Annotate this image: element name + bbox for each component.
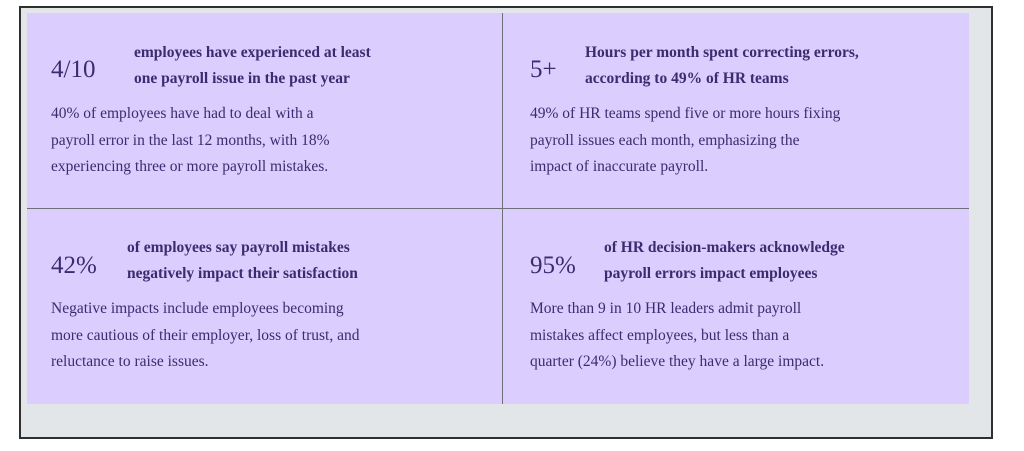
stat-description-employees-issue: 40% of employees have had to deal with a…	[51, 101, 330, 181]
headline-line: negatively impact their satisfaction	[127, 265, 358, 282]
stat-headline-hours-correcting: Hours per month spent correcting errors,…	[585, 40, 859, 92]
stat-value-satisfaction: 42%	[51, 252, 97, 279]
description-line: impact of inaccurate payroll.	[530, 158, 709, 175]
stat-description-hours-correcting: 49% of HR teams spend five or more hours…	[530, 101, 840, 181]
stat-description-satisfaction: Negative impacts include employees becom…	[51, 296, 359, 376]
description-line: Negative impacts include employees becom…	[51, 300, 344, 317]
headline-line: of employees say payroll mistakes	[127, 239, 350, 256]
headline-line: employees have experienced at least	[134, 44, 371, 61]
stat-value-hr-acknowledge: 95%	[530, 252, 576, 279]
stat-value-employees-issue: 4/10	[51, 56, 96, 83]
horizontal-divider	[27, 208, 969, 209]
description-line: reluctance to raise issues.	[51, 353, 209, 370]
description-line: quarter (24%) believe they have a large …	[530, 353, 825, 370]
description-line: mistakes affect employees, but less than…	[530, 326, 790, 344]
stat-headline-satisfaction: of employees say payroll mistakes negati…	[127, 235, 358, 287]
stat-description-hr-acknowledge: More than 9 in 10 HR leaders admit payro…	[530, 296, 824, 376]
description-line: 40% of employees have had to deal with a	[51, 105, 314, 122]
description-line: payroll error in the last 12 months, wit…	[51, 131, 330, 149]
stat-headline-employees-issue: employees have experienced at least one …	[134, 40, 371, 92]
description-line: more cautious of their employer, loss of…	[51, 326, 360, 344]
description-line: payroll issues each month, emphasizing t…	[530, 131, 800, 149]
headline-line: payroll errors impact employees	[604, 265, 818, 282]
headline-line: of HR decision-makers acknowledge	[604, 239, 845, 256]
description-line: More than 9 in 10 HR leaders admit payro…	[530, 300, 802, 317]
description-line: 49% of HR teams spend five or more hours…	[530, 105, 841, 122]
stat-headline-hr-acknowledge: of HR decision-makers acknowledge payrol…	[604, 235, 845, 287]
stat-value-hours-correcting: 5+	[530, 56, 557, 83]
headline-line: one payroll issue in the past year	[134, 70, 350, 87]
headline-line: according to 49% of HR teams	[585, 70, 789, 87]
headline-line: Hours per month spent correcting errors,	[585, 44, 859, 61]
description-line: experiencing three or more payroll mista…	[51, 158, 329, 175]
